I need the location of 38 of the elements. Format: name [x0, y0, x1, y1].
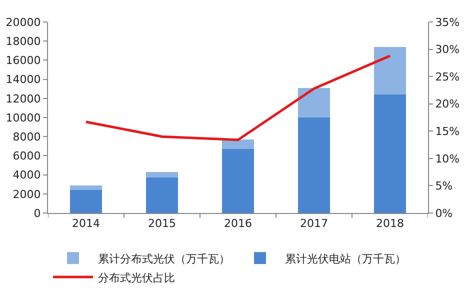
x-tick-label: 2014 [72, 217, 100, 230]
y2-tick-label: 0% [435, 206, 453, 220]
line-series [84, 54, 392, 142]
y-tick-label: 8000 [12, 130, 41, 144]
y2-tick-label: 25% [435, 70, 460, 84]
y2-tick-label: 5% [435, 180, 453, 193]
bar [146, 178, 178, 213]
y2-tick-label: 20% [435, 98, 460, 111]
bar [298, 118, 330, 213]
legend-label: 累计分布式光伏（万千瓦） [98, 252, 230, 266]
y-tick-label: 14000 [6, 73, 41, 86]
y-tick-label: 4000 [12, 168, 41, 182]
bar [374, 46, 406, 95]
bar [70, 190, 102, 213]
bar [222, 139, 254, 150]
legend-label: 累计光伏电站（万千瓦） [285, 252, 406, 266]
x-tick-label: 2018 [376, 217, 404, 230]
bar [146, 172, 178, 178]
legend-label: 分布式光伏占比 [98, 271, 175, 284]
x-tick-label: 2017 [300, 217, 328, 230]
y2-tick-label: 35% [435, 16, 460, 29]
y2-tick-label: 15% [435, 124, 460, 138]
y-tick-label: 10000 [6, 111, 41, 124]
y-tick-label: 0 [34, 206, 41, 220]
y-tick-label: 2000 [12, 188, 41, 201]
y-tick-label: 20000 [6, 16, 41, 29]
bar [298, 88, 330, 118]
bar [374, 94, 406, 213]
y2-tick-label: 30% [435, 43, 460, 56]
y-tick-label: 6000 [12, 150, 41, 163]
y-tick-label: 16000 [6, 54, 41, 68]
x-tick-label: 2015 [148, 217, 176, 230]
y-tick-label: 18000 [6, 34, 41, 48]
y-tick-label: 12000 [6, 92, 41, 106]
bar [70, 185, 102, 190]
y2-tick-label: 10% [435, 152, 460, 166]
bar [222, 149, 254, 213]
x-tick-label: 2016 [224, 217, 252, 230]
